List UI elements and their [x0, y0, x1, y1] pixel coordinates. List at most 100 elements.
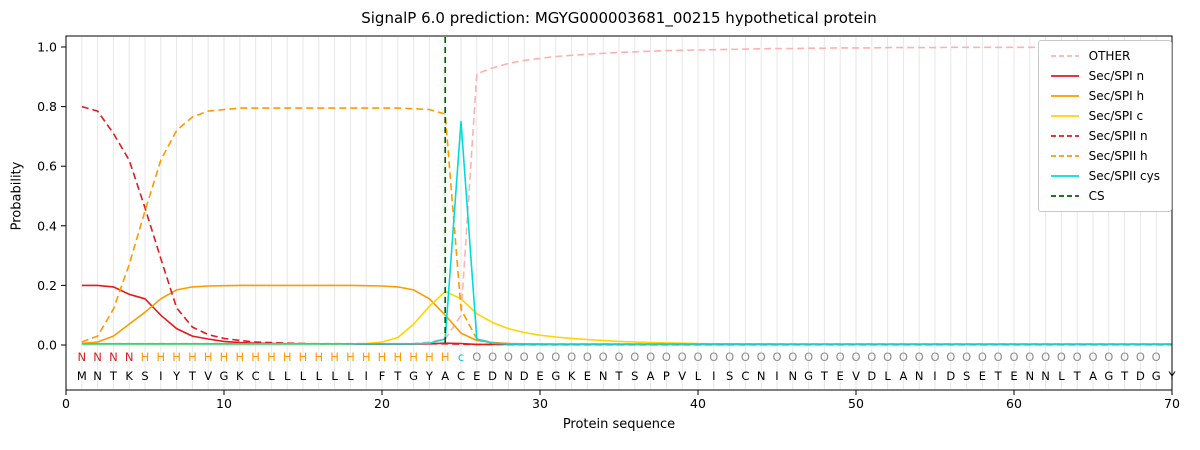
sequence-letter: T	[393, 369, 402, 383]
region-letter: H	[299, 350, 308, 364]
sequence-letter: L	[1058, 369, 1065, 383]
region-letter: O	[520, 350, 529, 364]
legend-item: OTHER	[1050, 49, 1160, 63]
sequence-letter: T	[820, 369, 829, 383]
x-axis-label: Protein sequence	[562, 417, 676, 432]
region-letter: O	[962, 350, 971, 364]
region-letter: O	[836, 350, 845, 364]
sequence-letter: N	[93, 369, 102, 383]
legend-label: Sec/SPII n	[1088, 129, 1148, 143]
region-letter: O	[1041, 350, 1050, 364]
series-other-line	[81, 46, 1172, 345]
legend-line-sample-icon	[1050, 115, 1079, 117]
sequence-letter: N	[1025, 369, 1034, 383]
legend-item: Sec/SPI c	[1050, 109, 1160, 123]
sequence-letter: D	[867, 369, 876, 383]
sequence-letter: N	[915, 369, 924, 383]
sequence-letter: S	[963, 369, 970, 383]
region-letter: H	[172, 350, 181, 364]
x-tick-label: 30	[532, 396, 548, 411]
region-letter: O	[1009, 350, 1018, 364]
sequence-letter: E	[1010, 369, 1017, 383]
legend-item: Sec/SPI h	[1050, 89, 1160, 103]
region-letter: O	[772, 350, 781, 364]
series-spi-n-line	[81, 284, 1172, 346]
series-spi-h-line	[81, 284, 1172, 346]
legend-line-sample-icon	[1050, 195, 1079, 197]
region-letter: O	[709, 350, 718, 364]
region-letter: H	[283, 350, 292, 364]
region-letter: O	[757, 350, 766, 364]
region-letter: O	[551, 350, 560, 364]
x-tick-label: 60	[1006, 396, 1022, 411]
legend-label: Sec/SPI h	[1088, 89, 1145, 103]
sequence-letter: D	[520, 369, 529, 383]
region-letter: O	[693, 350, 702, 364]
sequence-letter: Y	[1167, 369, 1176, 383]
chart-title: SignalP 6.0 prediction: MGYG000003681_00…	[361, 9, 877, 27]
legend-label: CS	[1088, 189, 1105, 203]
region-letter: O	[741, 350, 750, 364]
sequence-letter: G	[409, 369, 418, 383]
sequence-letter: D	[1136, 369, 1145, 383]
legend-label: Sec/SPII h	[1088, 149, 1148, 163]
sequence-letter: L	[316, 369, 323, 383]
sequence-letter: E	[979, 369, 986, 383]
legend-item: CS	[1050, 189, 1160, 203]
sequence-letter: E	[837, 369, 844, 383]
region-letter: O	[599, 350, 608, 364]
region-letter: H	[204, 350, 213, 364]
y-tick-label: 0.8	[37, 99, 57, 114]
region-letter: O	[883, 350, 892, 364]
region-letter: H	[141, 350, 150, 364]
sequence-letter: S	[726, 369, 733, 383]
y-tick-label: 0.2	[37, 278, 57, 293]
legend-line-sample-icon	[1050, 155, 1079, 157]
sequence-letter: V	[204, 369, 212, 383]
region-letter: O	[646, 350, 655, 364]
legend-line-sample-icon	[1050, 75, 1079, 77]
region-letter: O	[1104, 350, 1113, 364]
sequence-letter: A	[441, 369, 449, 383]
region-letter: O	[851, 350, 860, 364]
sequence-letter: G	[1104, 369, 1113, 383]
sequence-letter: G	[804, 369, 813, 383]
sequence-letter: L	[884, 369, 891, 383]
sequence-letter: C	[457, 369, 465, 383]
region-letter: O	[788, 350, 797, 364]
region-letter: N	[77, 350, 86, 364]
region-letter: O	[899, 350, 908, 364]
region-letter: H	[393, 350, 402, 364]
series-spii-cys-line	[81, 120, 1172, 345]
x-tick-label: 40	[690, 396, 706, 411]
x-tick-label: 50	[848, 396, 864, 411]
y-tick-label: 0.0	[37, 338, 57, 353]
region-letter: H	[330, 350, 339, 364]
sequence-letter: D	[488, 369, 497, 383]
sequence-letter: S	[141, 369, 148, 383]
legend: OTHER Sec/SPI n Sec/SPI h Sec/SPI c Sec/SPII…	[1037, 40, 1172, 212]
region-letter: O	[504, 350, 513, 364]
sequence-letter: G	[1152, 369, 1161, 383]
sequence-letter: I	[933, 369, 936, 383]
sequence-letter: T	[1073, 369, 1082, 383]
region-letter: O	[1057, 350, 1066, 364]
sequence-letter: T	[1120, 369, 1129, 383]
legend-line-sample-icon	[1050, 135, 1079, 137]
sequence-letter: L	[284, 369, 291, 383]
region-letter: O	[978, 350, 987, 364]
sequence-letter: N	[788, 369, 797, 383]
region-letter: H	[251, 350, 260, 364]
sequence-letter: F	[379, 369, 386, 383]
sequence-letter: I	[712, 369, 715, 383]
region-letter: H	[267, 350, 276, 364]
sequence-letter: T	[614, 369, 623, 383]
sequence-letter: T	[188, 369, 197, 383]
sequence-letter: V	[852, 369, 860, 383]
sequence-letter: I	[364, 369, 367, 383]
sequence-letter: G	[220, 369, 229, 383]
legend-item: Sec/SPI n	[1050, 69, 1160, 83]
sequence-letter: N	[599, 369, 608, 383]
sequence-letter: K	[236, 369, 244, 383]
